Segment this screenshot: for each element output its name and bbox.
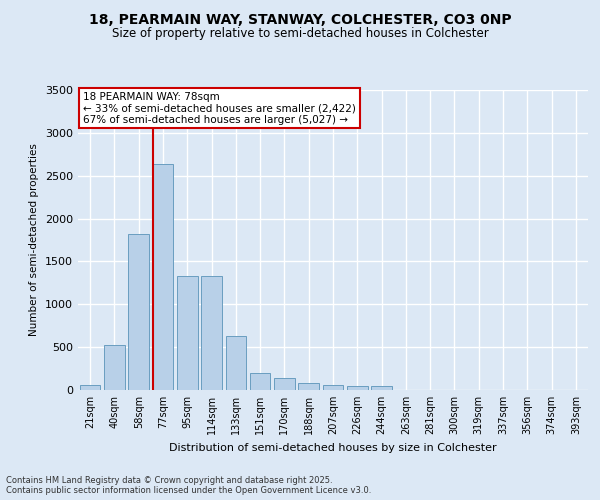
Bar (80, 385, 100, 390)
Bar (104, 344, 125, 390)
Text: Size of property relative to semi-detached houses in Colchester: Size of property relative to semi-detach… (112, 28, 488, 40)
Bar (274, 378, 295, 390)
Bar (177, 276, 197, 390)
X-axis label: Distribution of semi-detached houses by size in Colchester: Distribution of semi-detached houses by … (169, 442, 497, 452)
Bar (298, 383, 319, 390)
Bar (371, 386, 392, 390)
Bar (128, 234, 149, 390)
Y-axis label: Number of semi-detached properties: Number of semi-detached properties (29, 144, 40, 336)
Bar (201, 276, 222, 390)
Text: 18, PEARMAIN WAY, STANWAY, COLCHESTER, CO3 0NP: 18, PEARMAIN WAY, STANWAY, COLCHESTER, C… (89, 12, 511, 26)
Text: Contains HM Land Registry data © Crown copyright and database right 2025.
Contai: Contains HM Land Registry data © Crown c… (6, 476, 371, 495)
Bar (347, 386, 368, 390)
Bar (323, 385, 343, 390)
Bar (226, 336, 246, 390)
Text: 18 PEARMAIN WAY: 78sqm
← 33% of semi-detached houses are smaller (2,422)
67% of : 18 PEARMAIN WAY: 78sqm ← 33% of semi-det… (83, 92, 356, 124)
Bar (250, 373, 271, 390)
Bar (152, 164, 173, 390)
